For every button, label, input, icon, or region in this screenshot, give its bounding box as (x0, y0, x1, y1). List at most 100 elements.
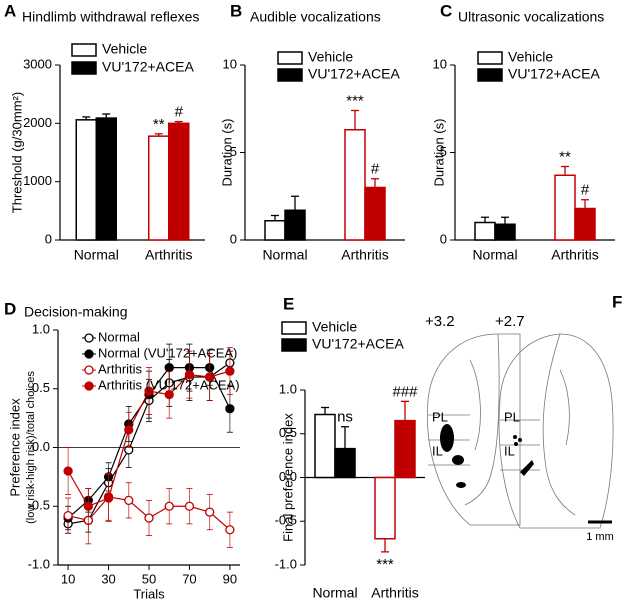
y-tick-label: -0.5 (275, 513, 297, 528)
bar (374, 476, 396, 540)
y-tick-label: 0.5 (279, 425, 297, 440)
y-tick-label: 0 (45, 231, 52, 246)
injection-site (518, 438, 522, 442)
region-label: IL (504, 443, 515, 458)
bar (394, 419, 416, 479)
legend-label: Normal (98, 329, 140, 344)
y-tick-label: 1.0 (32, 321, 50, 336)
y-tick-label: 0.0 (279, 469, 297, 484)
y-tick-label: 1000 (23, 173, 52, 188)
injection-site (452, 455, 464, 465)
y-tick-label: 1.0 (279, 381, 297, 396)
point (164, 362, 174, 373)
y-tick-label: -0.5 (28, 498, 50, 513)
bar (264, 220, 286, 241)
panel-letter: F (612, 292, 622, 311)
point (63, 466, 73, 476)
significance-label: *** (346, 92, 364, 109)
legend-swatch (281, 338, 307, 352)
section-level: +3.2 (425, 313, 455, 330)
section-level: +2.7 (495, 313, 525, 330)
point (225, 404, 235, 414)
legend-marker (84, 349, 94, 359)
bar (474, 221, 496, 241)
x-tick-label: Arthritis (371, 585, 418, 601)
x-tick-label: 30 (101, 571, 115, 586)
x-tick-label: Normal (74, 247, 119, 263)
bar (364, 186, 386, 241)
significance-label: *** (376, 556, 394, 573)
legend-label: VU'172+ACEA (308, 66, 400, 82)
y-tick-label: -1.0 (275, 556, 297, 571)
legend-label: Vehicle (508, 49, 553, 65)
injection-site (520, 460, 534, 476)
point (164, 389, 174, 400)
section-outline (498, 333, 614, 529)
point (225, 525, 235, 535)
y-tick-label: 0 (230, 231, 237, 246)
legend-marker (84, 381, 94, 391)
y-tick-label: 5 (230, 144, 237, 159)
legend-label: Arthritis (98, 361, 143, 376)
x-tick-label: Arthritis (341, 247, 388, 263)
ventricle (469, 359, 481, 451)
bar (494, 223, 516, 241)
panel-letter: A (4, 1, 16, 20)
bar (574, 207, 596, 241)
y-axis-label: Preference index (7, 398, 22, 497)
y-tick-label: 10 (223, 56, 237, 71)
significance-label: # (581, 182, 590, 199)
bar (284, 209, 306, 241)
legend-swatch (277, 68, 303, 82)
y-tick-label: 10 (433, 56, 447, 71)
x-tick-label: Normal (472, 247, 517, 263)
injection-site (513, 435, 517, 439)
section-inner (464, 333, 500, 506)
y-tick-label: 2000 (23, 115, 52, 130)
chart-title: Decision-making (24, 304, 127, 320)
ventricle (559, 369, 570, 446)
chart-title: Hindlimb withdrawal reflexes (22, 9, 199, 25)
injection-site (456, 482, 466, 488)
legend-swatch (277, 51, 303, 65)
significance-label: # (175, 104, 184, 121)
legend-label: Vehicle (312, 319, 357, 335)
bar (554, 174, 576, 241)
x-tick-label: 90 (223, 571, 237, 586)
point (124, 425, 134, 435)
point (164, 501, 174, 511)
legend-label: Vehicle (102, 41, 147, 57)
legend-label: Vehicle (308, 49, 353, 65)
y-axis-label: Duration (s) (431, 119, 446, 187)
legend-swatch (477, 68, 503, 82)
chart-title: Ultrasonic vocalizations (458, 9, 604, 25)
x-tick-label: 50 (142, 571, 156, 586)
section-inner (542, 333, 576, 516)
legend-marker (84, 365, 94, 375)
point (184, 369, 195, 380)
legend-label: Normal (VU'172+ACEA) (98, 345, 237, 360)
point (205, 372, 215, 382)
y-tick-label: 3000 (23, 56, 52, 71)
significance-label: ns (337, 409, 353, 426)
panel-letter: C (440, 1, 452, 20)
y-tick-label: 0 (440, 231, 447, 246)
region-label: PL (504, 409, 520, 424)
point (63, 511, 73, 521)
legend-swatch (71, 43, 97, 57)
bar (334, 447, 356, 479)
y-axis-label: (low risk-high risk)/total choices (25, 371, 37, 524)
x-tick-label: Normal (262, 247, 307, 263)
legend-label: VU'172+ACEA (312, 336, 404, 352)
bar (95, 117, 117, 241)
injection-sites (440, 424, 534, 488)
brain-sections (427, 333, 614, 529)
bar (148, 135, 170, 241)
injection-site (514, 442, 518, 446)
x-axis-label: Trials (133, 586, 165, 601)
panel-letter: E (283, 294, 294, 313)
point (144, 386, 154, 396)
point (225, 366, 235, 376)
injection-site (440, 424, 454, 452)
